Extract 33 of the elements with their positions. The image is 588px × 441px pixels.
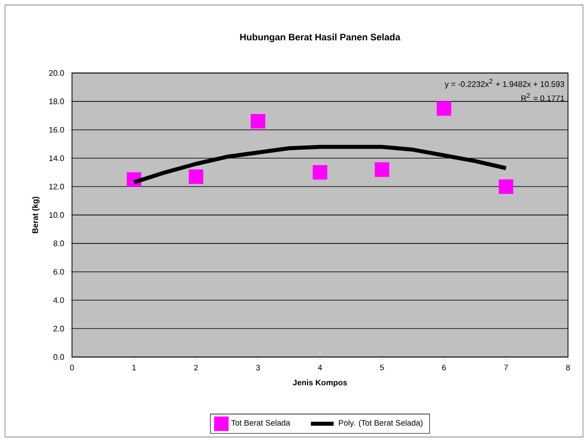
y-tick-label: 6.0 bbox=[54, 268, 64, 275]
annotation: R$^{2}$ = 0.1771 bbox=[521, 93, 564, 102]
x-tick-label: 4 bbox=[318, 364, 322, 370]
y-tick-label: 8.0 bbox=[54, 240, 64, 246]
x-tick-label: 6 bbox=[442, 364, 446, 370]
x-tick-label: 3 bbox=[256, 364, 260, 370]
y-tick-label: 18.0 bbox=[49, 98, 64, 104]
y-axis-title: Berat (kg) bbox=[32, 196, 40, 234]
y-tick-label: 12.0 bbox=[49, 184, 64, 190]
x-tick-label: 0 bbox=[70, 364, 74, 370]
legend-label: Poly. (Tot Berat Selada) bbox=[338, 420, 422, 428]
x-tick-label: 5 bbox=[380, 364, 384, 370]
x-axis-title: Jenis Kompos bbox=[292, 380, 348, 387]
x-tick-label: 8 bbox=[566, 364, 570, 370]
x-tick-label: 7 bbox=[504, 364, 508, 370]
point bbox=[250, 114, 266, 129]
y-tick-label: 10.0 bbox=[49, 212, 64, 218]
y-tick-label: 4.0 bbox=[53, 297, 64, 304]
point bbox=[374, 162, 390, 177]
y-tick-label: 0.0 bbox=[53, 354, 64, 360]
point bbox=[436, 101, 452, 116]
y-tick-label: 14.0 bbox=[49, 155, 64, 162]
y-tick-label: 20.0 bbox=[49, 70, 64, 76]
x-tick-label: 1 bbox=[132, 364, 136, 370]
annotation: y = -0.2232x$^{2}$ + 1.9482x + 10.593 bbox=[444, 78, 564, 89]
y-tick-label: 16.0 bbox=[49, 126, 64, 133]
y-tick-label: 2.0 bbox=[54, 326, 64, 332]
point bbox=[188, 169, 204, 184]
point bbox=[498, 179, 514, 194]
point bbox=[312, 165, 328, 180]
x-tick-label: 2 bbox=[194, 364, 198, 370]
chart-title: Hubungan Berat Hasil Panen Selada bbox=[240, 34, 400, 42]
legend-label: Tot Berat Selada bbox=[231, 420, 290, 426]
